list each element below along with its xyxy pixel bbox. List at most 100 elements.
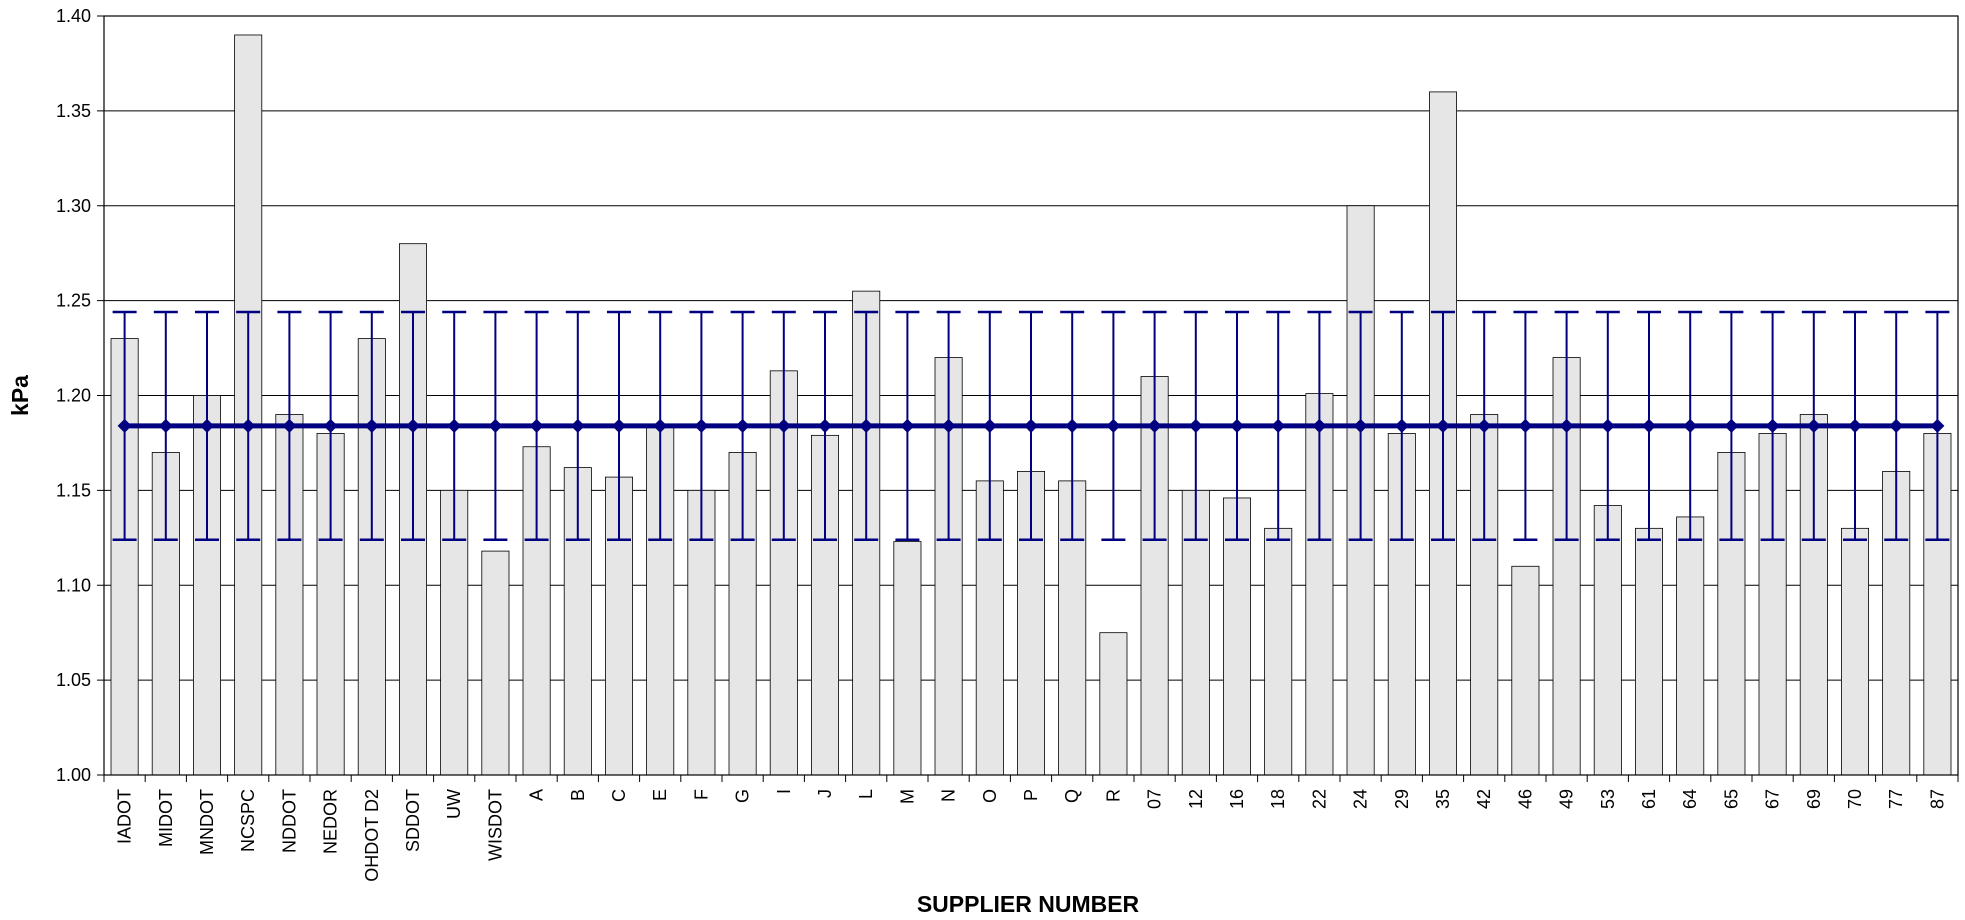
mean-marker	[117, 418, 132, 433]
x-tick-label: 67	[1763, 789, 1783, 809]
x-tick-label: OHDOT D2	[362, 789, 382, 882]
mean-marker	[158, 418, 173, 433]
x-tick-label: I	[774, 789, 794, 794]
x-tick-label: 77	[1886, 789, 1906, 809]
bar	[1593, 505, 1622, 776]
mean-marker	[1889, 418, 1904, 433]
bar	[1676, 516, 1705, 776]
mean-marker	[818, 418, 832, 433]
x-tick-label: E	[650, 789, 670, 801]
mean-marker	[1848, 418, 1862, 433]
mean-marker	[982, 418, 997, 433]
x-tick-label: J	[815, 789, 835, 798]
y-tick-label: 1.00	[56, 765, 91, 785]
mean-marker	[323, 418, 338, 433]
mean-marker	[200, 418, 214, 433]
y-tick-label: 1.15	[56, 480, 91, 500]
mean-marker	[900, 418, 915, 433]
mean-marker	[447, 418, 462, 433]
bar	[563, 467, 592, 776]
x-tick-label: M	[897, 789, 917, 804]
x-tick-label: R	[1103, 789, 1123, 802]
x-tick-label: SDDOT	[403, 789, 423, 852]
x-tick-label: 61	[1639, 789, 1659, 809]
x-tick-label: NEDOR	[321, 789, 341, 854]
mean-marker	[1106, 418, 1121, 433]
x-tick-label: G	[733, 789, 753, 803]
mean-marker	[1024, 418, 1038, 433]
mean-marker	[1765, 418, 1780, 433]
x-tick-label: 18	[1268, 789, 1288, 809]
x-tick-label: B	[568, 789, 588, 801]
mean-marker	[1394, 418, 1409, 433]
x-axis-title: SUPPLIER NUMBER	[917, 891, 1140, 917]
x-tick-label: 69	[1804, 789, 1824, 809]
mean-marker	[1147, 418, 1162, 433]
y-tick-label: 1.20	[56, 386, 91, 406]
x-tick-label: 87	[1927, 789, 1947, 809]
mean-marker	[364, 418, 379, 433]
x-tick-label: A	[527, 789, 547, 801]
x-tick-labels: IADOT MIDOT MNDOT NCSPC NDDOT NEDOR OHDOT D2 SD…	[115, 789, 1948, 882]
x-tick-label: 35	[1433, 789, 1453, 809]
bar	[1635, 527, 1663, 776]
y-tick-label: 1.30	[56, 196, 91, 216]
x-tick-label: 07	[1145, 789, 1165, 809]
mean-marker	[1642, 418, 1656, 433]
x-tick-label: C	[609, 789, 629, 802]
mean-marker	[241, 418, 256, 433]
x-tick-label: IADOT	[115, 789, 135, 844]
mean-marker	[1230, 418, 1244, 433]
x-tick-label: 46	[1515, 789, 1535, 809]
mean-marker	[776, 418, 791, 433]
y-tick-label: 1.05	[56, 670, 91, 690]
mean-marker	[1065, 418, 1080, 433]
x-tick-label: 65	[1721, 789, 1741, 809]
x-tick-label: 29	[1392, 789, 1412, 809]
bar	[1099, 632, 1128, 776]
x-tick-label: 12	[1186, 789, 1206, 809]
mean-marker	[612, 418, 626, 433]
x-tick-label: 16	[1227, 789, 1247, 809]
mean-marker	[1600, 418, 1615, 433]
x-tick-label: NCSPC	[238, 789, 258, 852]
mean-marker	[1724, 418, 1739, 433]
bar	[1223, 497, 1251, 776]
y-axis-title: kPa	[7, 375, 33, 416]
axes	[97, 15, 1959, 782]
x-tick-label: MNDOT	[197, 789, 217, 855]
mean-marker	[1806, 418, 1821, 433]
mean-marker	[1436, 418, 1450, 433]
mean-marker	[1518, 418, 1533, 433]
x-tick-label: 70	[1845, 789, 1865, 809]
bar	[1841, 527, 1869, 776]
x-tick-label: MIDOT	[156, 789, 176, 847]
y-tick-label: 1.35	[56, 101, 91, 121]
x-tick-label: F	[691, 789, 711, 800]
bar	[893, 541, 922, 776]
mean-marker	[570, 418, 585, 433]
x-tick-label: 22	[1309, 789, 1329, 809]
mean-marker	[735, 418, 750, 433]
x-tick-label: O	[980, 789, 1000, 803]
x-tick-label: L	[856, 789, 876, 799]
x-tick-label: P	[1021, 789, 1041, 801]
x-tick-label: Q	[1062, 789, 1082, 803]
mean-marker	[694, 418, 709, 433]
x-tick-label: 49	[1557, 789, 1577, 809]
x-tick-label: 42	[1474, 789, 1494, 809]
mean-marker	[653, 418, 668, 433]
x-tick-label: 24	[1351, 789, 1371, 809]
bar	[1511, 565, 1540, 776]
mean-marker	[1353, 418, 1368, 433]
mean-marker	[1188, 418, 1203, 433]
y-tick-label: 1.25	[56, 291, 91, 311]
mean-marker	[1559, 418, 1574, 433]
mean-marker	[1930, 418, 1945, 433]
mean-marker	[941, 418, 956, 433]
x-tick-label: 53	[1598, 789, 1618, 809]
mean-marker	[529, 418, 544, 433]
bar	[481, 550, 510, 776]
